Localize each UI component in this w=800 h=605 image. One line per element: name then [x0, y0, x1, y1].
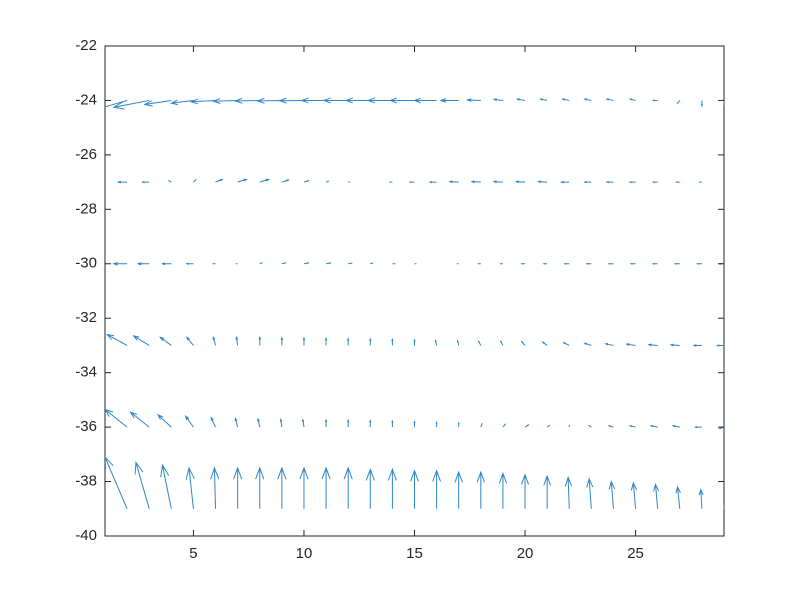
y-tick-label: -22: [75, 37, 97, 54]
x-tick-label: 15: [406, 545, 423, 562]
arrow: [430, 181, 437, 182]
y-tick-label: -30: [75, 255, 97, 272]
y-tick-label: -34: [75, 364, 97, 381]
arrow: [392, 339, 393, 345]
arrow: [565, 263, 569, 264]
arrow: [370, 263, 372, 264]
y-tick-label: -40: [75, 527, 97, 544]
arrow: [653, 263, 657, 264]
arrow: [695, 426, 702, 427]
arrow: [630, 182, 636, 183]
arrow: [609, 263, 613, 264]
arrow: [458, 423, 459, 427]
arrow: [392, 421, 393, 427]
arrow: [676, 182, 679, 183]
arrow: [143, 181, 150, 182]
y-tick-label: -38: [75, 473, 97, 490]
arrow: [83, 332, 105, 346]
arrow: [697, 263, 701, 264]
arrow: [587, 263, 591, 264]
arrow: [92, 182, 105, 185]
arrow: [544, 263, 547, 264]
y-tick-label: -26: [75, 146, 97, 163]
arrow: [607, 181, 614, 182]
x-tick-label: 25: [627, 545, 644, 562]
y-tick-label: -24: [75, 91, 97, 108]
arrow: [522, 263, 525, 264]
arrow: [631, 263, 635, 264]
arrow: [585, 181, 592, 182]
x-tick-label: 5: [189, 545, 197, 562]
arrow: [347, 420, 348, 427]
arrow: [653, 182, 657, 183]
arrow: [675, 263, 679, 264]
arrow: [410, 182, 414, 183]
arrow: [370, 421, 371, 428]
arrow: [653, 100, 657, 101]
x-tick-label: 20: [517, 545, 534, 562]
y-tick-label: -32: [75, 309, 97, 326]
arrow: [436, 422, 437, 427]
axes-box: [105, 46, 724, 536]
arrow: [414, 422, 415, 427]
arrow: [414, 340, 415, 345]
x-tick-label: 10: [296, 545, 313, 562]
arrow: [370, 339, 371, 346]
arrow: [717, 345, 724, 346]
y-tick-label: -28: [75, 200, 97, 217]
arrow: [347, 339, 348, 346]
y-tick-label: -36: [75, 418, 97, 435]
arrow: [187, 263, 194, 264]
arrow: [701, 100, 702, 105]
